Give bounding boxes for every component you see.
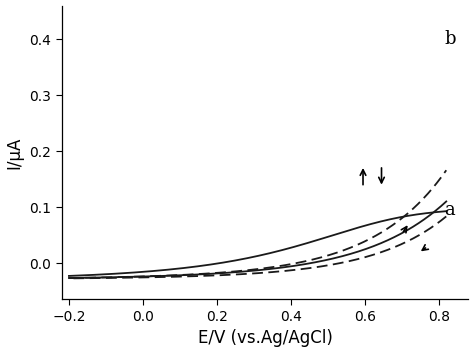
Text: b: b [445,30,456,48]
X-axis label: E/V (vs.Ag/AgCl): E/V (vs.Ag/AgCl) [198,329,332,347]
Text: a: a [445,201,455,219]
Y-axis label: I/μA: I/μA [6,136,24,169]
